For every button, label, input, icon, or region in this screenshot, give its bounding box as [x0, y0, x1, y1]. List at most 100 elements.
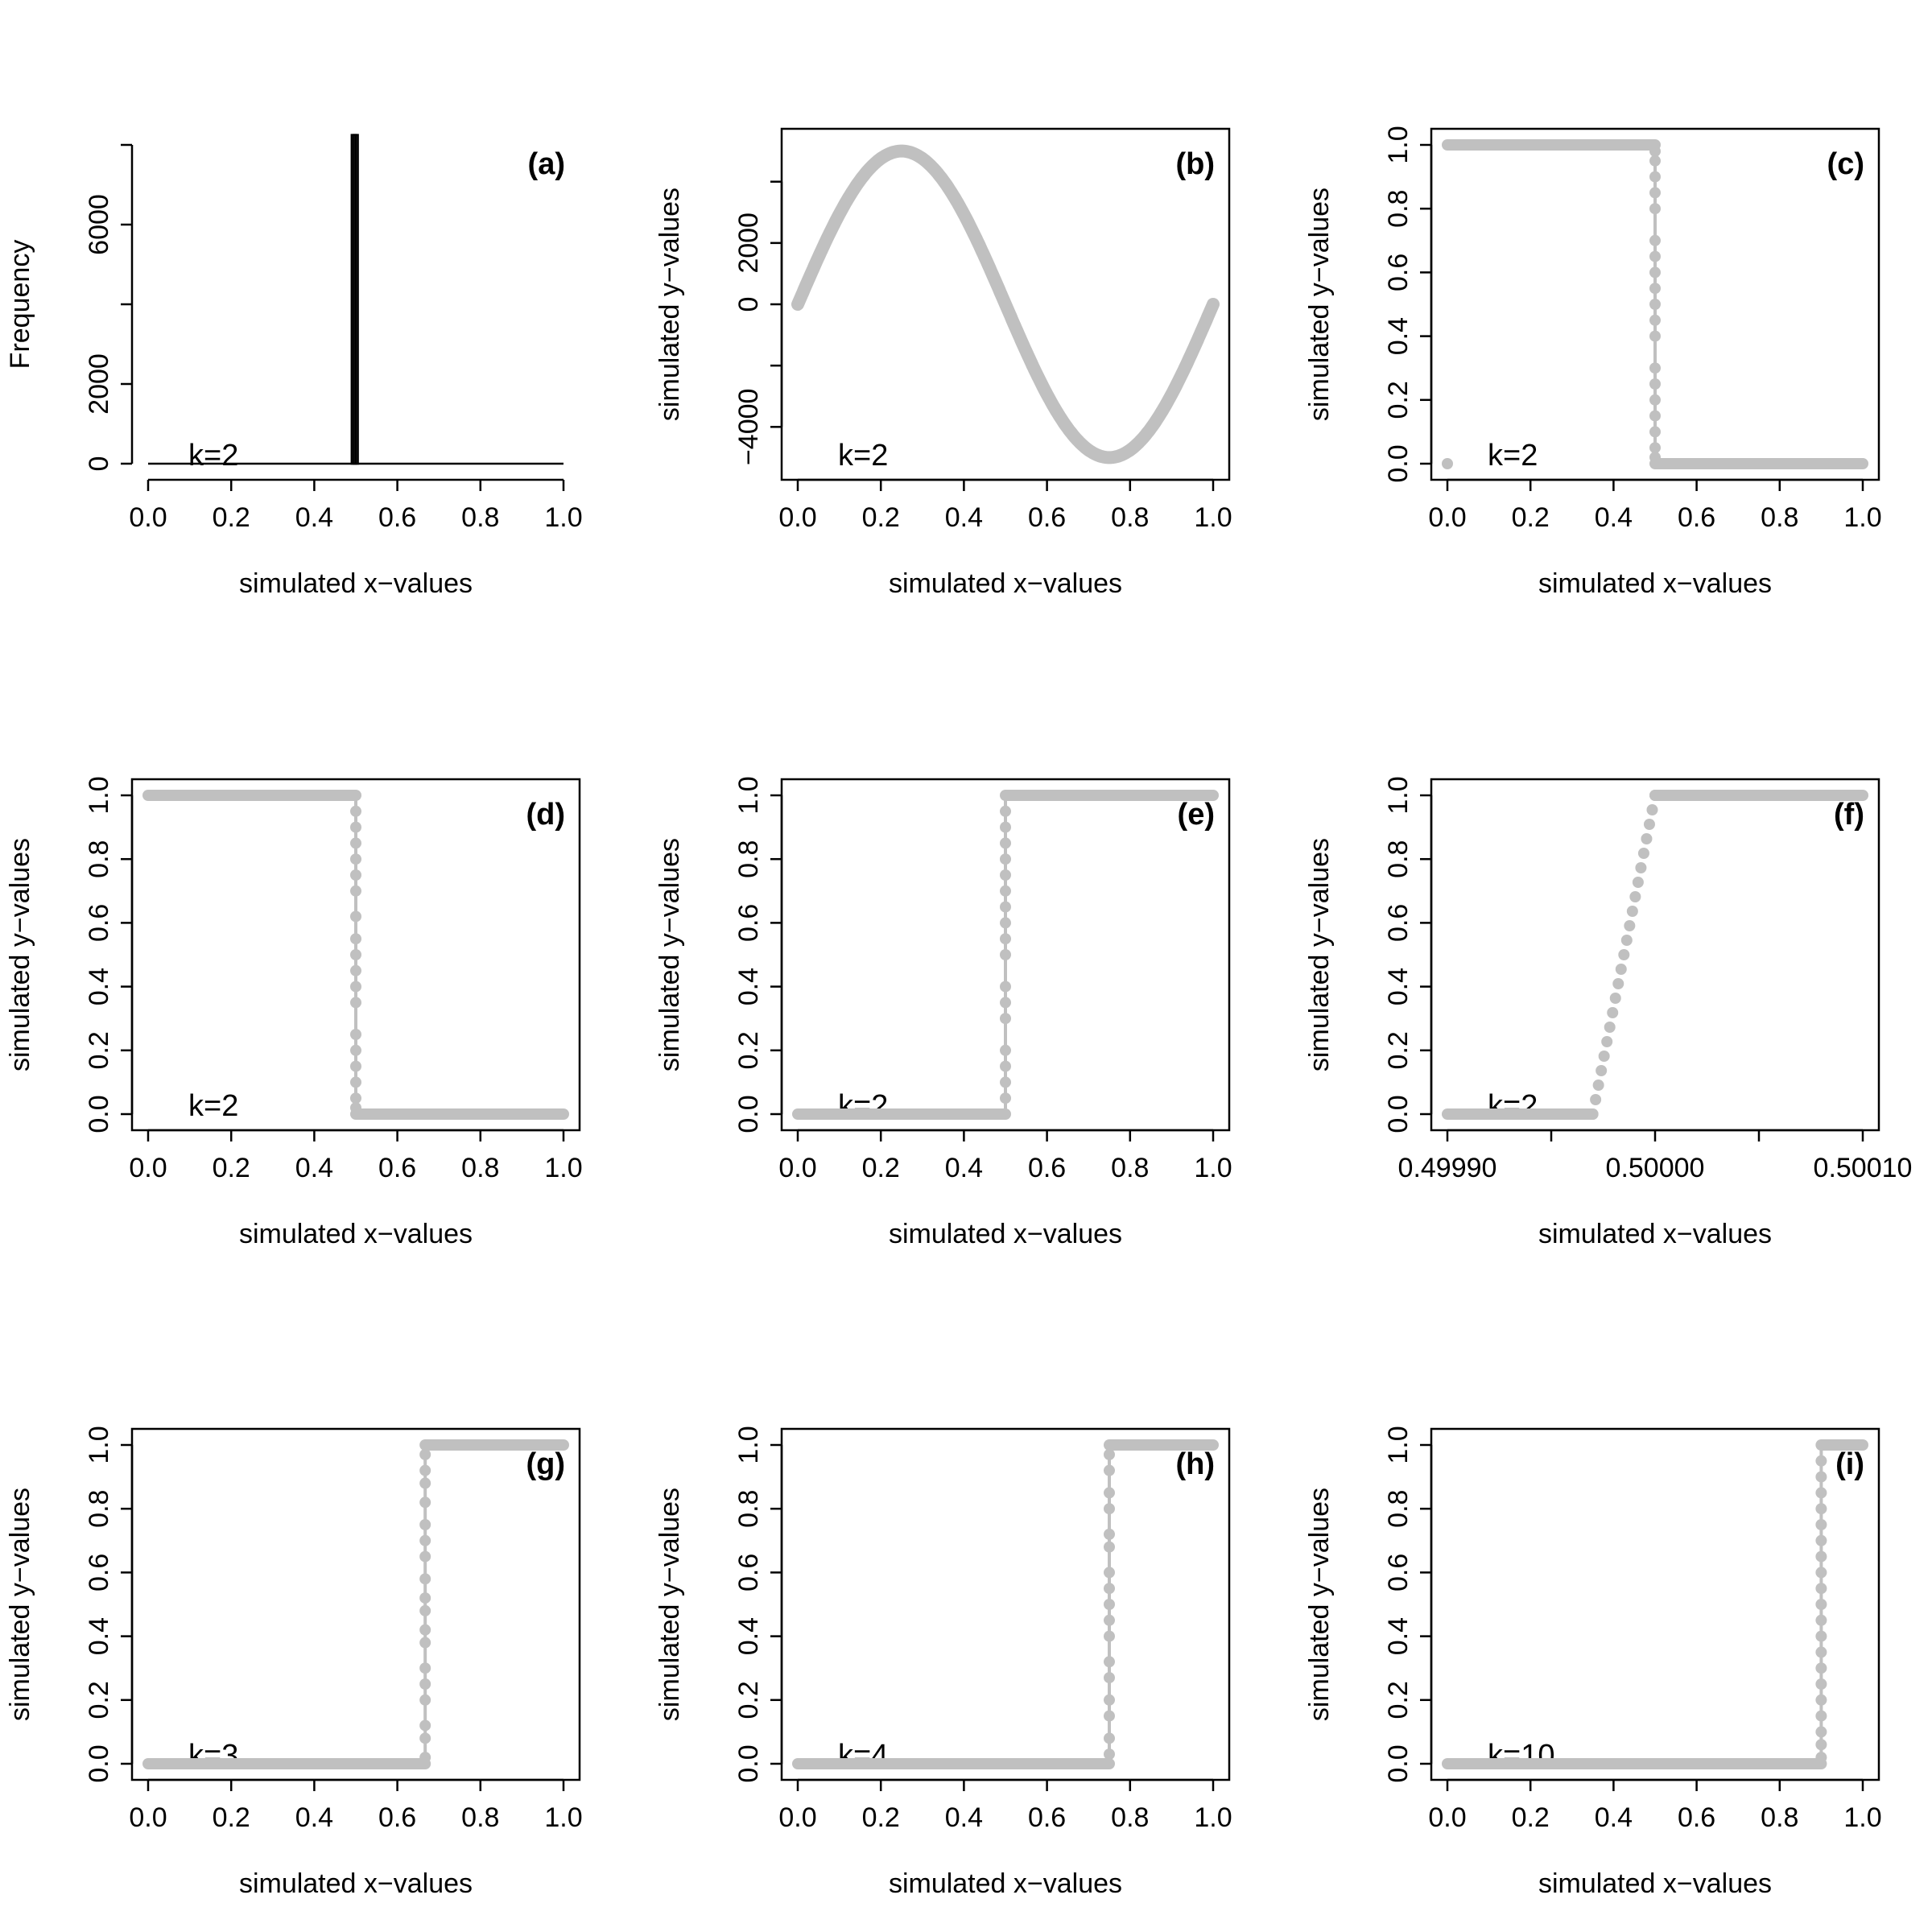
data-point	[1815, 1471, 1827, 1483]
data-point	[1083, 444, 1095, 456]
data-point	[350, 869, 361, 881]
data-point	[1815, 1662, 1827, 1674]
data-point	[1604, 1022, 1616, 1033]
x-tick-label: 0.0	[778, 502, 816, 533]
data-point	[1442, 458, 1453, 469]
x-tick-label: 1.0	[544, 1153, 582, 1183]
data-points	[142, 1439, 569, 1769]
x-tick-label: 0.6	[1678, 1802, 1715, 1833]
k-annotation: k=2	[1488, 439, 1538, 473]
data-point	[350, 1029, 361, 1040]
data-point	[1649, 362, 1661, 374]
y-tick-label: 0.0	[84, 1095, 114, 1133]
y-axis-title: simulated y−values	[1304, 838, 1335, 1071]
x-axis-title: simulated x−values	[889, 1868, 1122, 1899]
y-tick-label: 0.4	[733, 968, 764, 1005]
x-tick-label: 0.8	[1761, 502, 1798, 533]
x-tick-label: 0.49990	[1398, 1153, 1497, 1183]
data-point	[350, 910, 361, 923]
data-point	[1000, 917, 1011, 929]
x-tick-label: 0.2	[862, 1802, 900, 1833]
y-tick-label: 1.0	[84, 776, 114, 814]
data-point	[1104, 1630, 1115, 1642]
data-point	[1041, 388, 1053, 400]
panel-label: (e)	[1178, 798, 1215, 832]
data-point	[1620, 935, 1633, 946]
data-point	[350, 1076, 361, 1088]
data-point	[1649, 378, 1661, 390]
data-point	[1166, 388, 1178, 400]
y-tick-label: 0	[84, 456, 114, 472]
data-point	[1598, 1051, 1610, 1062]
data-point	[1649, 145, 1661, 157]
y-tick-label: 0	[733, 297, 764, 312]
data-point	[1815, 1739, 1827, 1751]
data-point	[1815, 1583, 1827, 1595]
x-tick-label: 0.8	[1111, 1802, 1149, 1833]
plot-frame	[780, 1427, 1231, 1781]
y-tick-label: 2000	[84, 353, 114, 415]
data-point	[1104, 1656, 1115, 1668]
y-tick-label: 1.0	[1383, 1426, 1414, 1463]
data-point	[1000, 997, 1011, 1009]
data-point	[1000, 980, 1011, 993]
data-point	[1618, 949, 1630, 960]
x-tick-label: 0.6	[1028, 1802, 1066, 1833]
data-point	[419, 1464, 431, 1476]
data-point	[1104, 452, 1115, 464]
x-tick-label: 0.6	[1678, 502, 1715, 533]
y-tick-label: 0.6	[84, 904, 114, 942]
data-point	[1815, 1646, 1827, 1658]
data-points	[142, 790, 569, 1120]
y-axis-title: Frequency	[5, 240, 35, 369]
data-point	[1000, 1092, 1011, 1104]
k-annotation: k=2	[188, 1089, 238, 1123]
x-tick-label: 0.4	[945, 502, 983, 533]
data-point	[419, 1573, 431, 1585]
panel-c: 0.0 0.2 0.4 0.6 0.8 1.0 0.0 0.2 0.4 0.6 0.8 1.0 simu…	[1304, 126, 1882, 599]
data-point	[1104, 1503, 1115, 1515]
x-tick-label: 0.4	[295, 1802, 333, 1833]
data-point	[1649, 299, 1661, 310]
data-point	[419, 1550, 431, 1563]
x-tick-label: 0.8	[1761, 1802, 1798, 1833]
y-tick-label: 0.8	[733, 840, 764, 878]
data-point	[350, 933, 361, 945]
data-point	[1609, 993, 1621, 1004]
y-tick-label: 0.8	[84, 840, 114, 878]
data-point	[419, 1624, 431, 1636]
y-axis-title: simulated y−values	[5, 1488, 35, 1721]
y-tick-label: 0.6	[733, 1554, 764, 1591]
panel-label: (c)	[1827, 147, 1864, 181]
data-point	[1104, 1732, 1115, 1744]
x-tick-label: 1.0	[1843, 502, 1881, 533]
plot-frame	[1430, 778, 1880, 1132]
data-point	[419, 1694, 431, 1706]
x-tick-label: 0.8	[1111, 1153, 1149, 1183]
data-point	[1592, 1080, 1604, 1091]
data-point	[350, 1092, 361, 1104]
y-axis-title: simulated y−values	[654, 838, 685, 1071]
y-tick-label: 0.0	[1383, 444, 1414, 482]
panel-b: 0.0 0.2 0.4 0.6 0.8 1.0 −4000 0 2000 simulated x−…	[654, 127, 1232, 599]
data-points	[792, 1439, 1219, 1769]
data-point	[1000, 805, 1011, 817]
data-point	[1649, 452, 1661, 464]
data-point	[792, 299, 803, 310]
y-axis-title: simulated y−values	[654, 188, 685, 421]
x-tick-label: 1.0	[544, 502, 582, 533]
data-point	[350, 853, 361, 865]
data-point	[979, 251, 991, 263]
data-point	[1815, 1630, 1827, 1642]
x-tick-label: 0.4	[945, 1153, 983, 1183]
y-tick-label: −4000	[733, 389, 764, 466]
data-point	[854, 174, 866, 186]
data-point	[1145, 423, 1157, 435]
x-tick-label: 0.8	[461, 1802, 499, 1833]
y-tick-label: 0.4	[1383, 317, 1414, 355]
data-points	[1442, 139, 1868, 469]
data-point	[1612, 978, 1624, 989]
data-point	[1624, 920, 1636, 931]
panel-label: (g)	[526, 1447, 565, 1481]
